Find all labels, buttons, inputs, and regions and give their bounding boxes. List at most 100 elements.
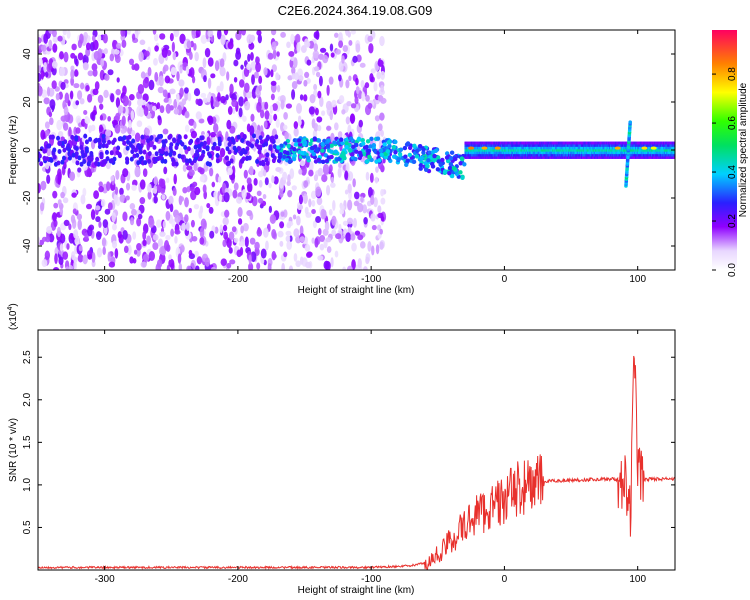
heatmap-cell [610, 144, 613, 147]
heatmap-cell [621, 141, 623, 145]
heatmap-cell [130, 110, 135, 121]
heatmap-cell [331, 215, 337, 226]
heatmap-cell [663, 151, 665, 155]
heatmap-cell [509, 144, 511, 147]
heatmap-cell [581, 151, 584, 155]
heatmap-cell [331, 229, 337, 237]
heatmap-cell [598, 144, 601, 147]
heatmap-cell [672, 141, 675, 145]
colorbar-tick-label: 0.6 [727, 116, 738, 130]
heatmap-cell [172, 187, 177, 196]
heatmap-cell [670, 156, 673, 159]
heatmap-cell [73, 229, 79, 239]
heatmap-cell [190, 219, 195, 228]
heatmap-cell [146, 138, 151, 144]
heatmap-cell [608, 151, 610, 155]
heatmap-cell [602, 153, 605, 157]
heatmap-cell [605, 144, 607, 147]
heatmap-cell [78, 245, 83, 252]
heatmap-cell [173, 173, 177, 185]
heatmap-cell [361, 91, 366, 102]
heatmap-cell [512, 146, 515, 150]
heatmap-cell [253, 177, 258, 186]
heatmap-cell [540, 153, 542, 157]
heatmap-cell [586, 156, 589, 159]
heatmap-cell [588, 144, 591, 147]
heatmap-cell [548, 148, 550, 152]
heatmap-cell [155, 263, 161, 270]
heatmap-cell [544, 153, 547, 157]
heatmap-cell [111, 119, 118, 126]
heatmap-cell [526, 156, 529, 159]
heatmap-cell [640, 148, 643, 152]
snr-series-line [38, 355, 675, 570]
heatmap-cell [159, 231, 166, 237]
heatmap-cell [71, 251, 76, 261]
heatmap-cell [165, 177, 170, 184]
colorbar-gradient [712, 30, 737, 270]
heatmap-cell [617, 148, 620, 152]
heatmap-cell [571, 146, 574, 150]
heatmap-hotspot [641, 146, 648, 150]
heatmap-cell [128, 141, 133, 147]
heatmap-cell [637, 151, 640, 155]
heatmap-cell [614, 144, 617, 147]
heatmap-cell [62, 251, 69, 260]
heatmap-cell [484, 153, 486, 157]
heatmap-cell [665, 156, 667, 159]
heatmap-cell [471, 148, 474, 152]
heatmap-cell [491, 156, 494, 159]
heatmap-cell [298, 204, 304, 210]
heatmap-cell [132, 231, 137, 240]
heatmap-cell [505, 153, 508, 157]
heatmap-cell [312, 50, 320, 59]
heatmap-cell [487, 148, 490, 152]
heatmap-cell [77, 155, 82, 161]
heatmap-cell [468, 148, 470, 152]
heatmap-cell [508, 148, 510, 152]
heatmap-cell [646, 153, 648, 157]
heatmap-cell [501, 146, 504, 150]
heatmap-cell [566, 146, 568, 150]
heatmap-cell [619, 156, 621, 159]
heatmap-cell [596, 148, 599, 152]
heatmap-cell [114, 248, 119, 259]
heatmap-cell [227, 167, 233, 176]
heatmap-cell [586, 151, 589, 155]
heatmap-cell [646, 144, 648, 147]
heatmap-cell [611, 141, 614, 145]
heatmap-cell [71, 152, 76, 158]
heatmap-cell [178, 79, 185, 87]
heatmap-cell [485, 141, 488, 145]
heatmap-cell [473, 146, 476, 150]
heatmap-cell [556, 146, 559, 150]
heatmap-cell [558, 151, 561, 155]
heatmap-cell [604, 146, 606, 150]
heatmap-cell [495, 148, 497, 152]
heatmap-cell [58, 140, 63, 146]
heatmap-cell [297, 119, 302, 127]
heatmap-cell [540, 156, 543, 159]
heatmap-cell [582, 153, 585, 157]
heatmap-cell [129, 217, 135, 226]
heatmap-cell [641, 156, 644, 159]
heatmap-cell [644, 148, 647, 152]
heatmap-cell [464, 141, 467, 145]
heatmap-cell [642, 151, 645, 155]
heatmap-cell [317, 90, 322, 99]
heatmap-cell [493, 144, 495, 147]
heatmap-cell [272, 49, 277, 60]
heatmap-cell [606, 144, 608, 147]
heatmap-cell [223, 192, 230, 203]
heatmap-cell [507, 156, 509, 159]
heatmap-cell [513, 148, 516, 152]
heatmap-cell [467, 148, 469, 152]
heatmap-cell [226, 119, 232, 130]
heatmap-cell [405, 141, 411, 146]
heatmap-cell [115, 54, 121, 64]
heatmap-cell [304, 71, 310, 79]
heatmap-cell [618, 156, 620, 159]
heatmap-cell [87, 254, 93, 260]
heatmap-cell [520, 146, 523, 150]
heatmap-cell [342, 45, 348, 52]
